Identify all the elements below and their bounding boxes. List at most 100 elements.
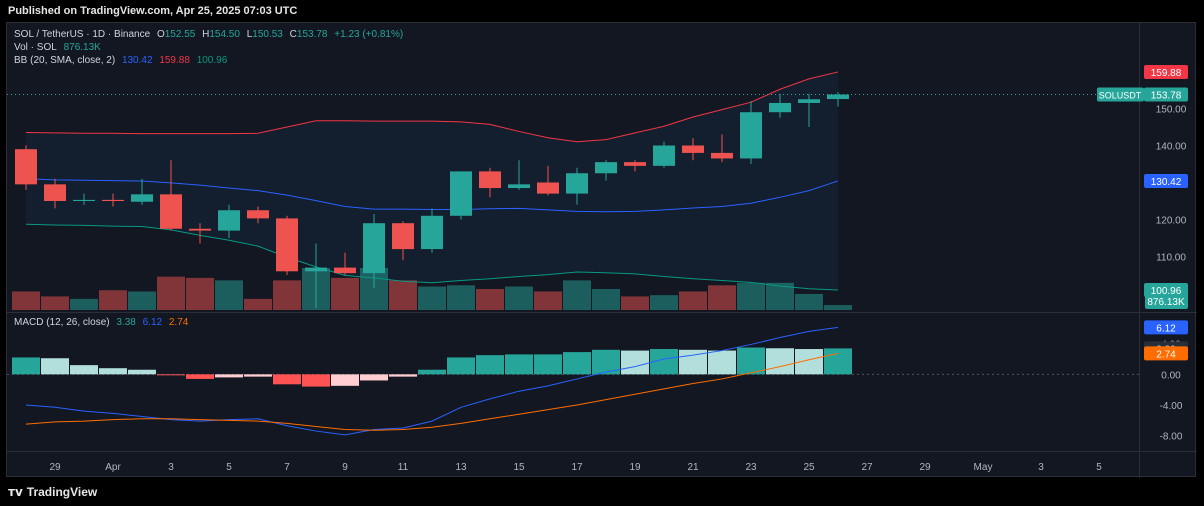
candle bbox=[421, 208, 443, 253]
time-tick-label: 29 bbox=[49, 462, 61, 473]
volume-bar bbox=[99, 290, 127, 310]
volume-bar bbox=[505, 286, 533, 310]
candle-body bbox=[218, 210, 240, 231]
bb-basis-badge: 130.42 bbox=[1151, 177, 1182, 188]
time-tick-label: 15 bbox=[513, 462, 525, 473]
tv-logo-text: TradingView bbox=[26, 485, 98, 499]
volume-bar bbox=[476, 289, 504, 310]
candle bbox=[740, 101, 762, 164]
macd-histogram-bar bbox=[621, 350, 649, 375]
time-tick-label: Apr bbox=[105, 462, 121, 473]
bb-legend: BB (20, SMA, close, 2) 130.42 159.88 100… bbox=[14, 55, 231, 66]
candle bbox=[624, 160, 646, 172]
candle bbox=[218, 204, 240, 238]
candle bbox=[102, 193, 124, 207]
candle bbox=[305, 243, 327, 309]
candle-body bbox=[653, 145, 675, 166]
macd-histogram-bar bbox=[331, 374, 359, 386]
candle-body bbox=[392, 223, 414, 250]
time-tick-label: May bbox=[974, 462, 993, 473]
candle-body bbox=[740, 112, 762, 159]
time-tick-label: 25 bbox=[803, 462, 815, 473]
volume-bar bbox=[331, 277, 359, 310]
chart-frame[interactable]: 150.00 140.00 13 0.00 120.00 110.00 29 Apr 3 5 7 9 1… bbox=[6, 22, 1197, 478]
time-tick-label: 21 bbox=[687, 462, 699, 473]
last-price-badge: 153.78 bbox=[1151, 91, 1182, 102]
time-tick-label: 3 bbox=[1038, 462, 1044, 473]
price-tick-label: 120.00 bbox=[1156, 216, 1187, 227]
candle-body bbox=[73, 199, 95, 201]
candle bbox=[15, 145, 37, 190]
candle-body bbox=[479, 171, 501, 189]
high-value: 154.50 bbox=[209, 29, 240, 40]
price-tick-label: 110.00 bbox=[1156, 253, 1186, 264]
volume-legend: Vol · SOL 876.13K bbox=[14, 42, 105, 53]
candle bbox=[682, 138, 704, 161]
macd-tick-label: -4.00 bbox=[1160, 401, 1183, 412]
bb-upper-line bbox=[25, 71, 839, 143]
macd-hist-value: 3.38 bbox=[116, 317, 136, 328]
candle-body bbox=[102, 199, 124, 201]
symbol-legend: SOL / TetherUS · 1D · Binance O152.55 H1… bbox=[14, 29, 407, 40]
bb-upper-value: 159.88 bbox=[159, 55, 190, 66]
bb-lower-badge-bg bbox=[1144, 282, 1188, 297]
time-tick-label: 5 bbox=[1096, 462, 1102, 473]
volume-bar bbox=[650, 295, 678, 310]
candle-body bbox=[827, 94, 849, 100]
bb-lower-badge: 100.96 bbox=[1151, 286, 1182, 297]
macd-histogram-bar bbox=[418, 369, 446, 375]
macd-histogram-bar bbox=[505, 354, 533, 375]
time-tick-label: 5 bbox=[226, 462, 232, 473]
close-label: C bbox=[289, 29, 297, 40]
volume-bar bbox=[737, 282, 765, 310]
candle bbox=[769, 93, 791, 118]
tradingview-logo[interactable]: ᴛᴠ TradingView bbox=[8, 485, 97, 499]
candle-body bbox=[508, 184, 530, 189]
volume-bar bbox=[186, 277, 214, 310]
candle bbox=[131, 178, 153, 205]
candle bbox=[798, 93, 820, 127]
low-value: 150.53 bbox=[252, 29, 283, 40]
candle bbox=[595, 160, 617, 181]
macd-histogram-bar bbox=[824, 348, 852, 375]
symbol-title: SOL / TetherUS · 1D · Binance bbox=[14, 29, 151, 40]
bb-basis-badge-bg bbox=[1144, 173, 1188, 188]
macd-histogram-bar bbox=[737, 347, 765, 375]
macd-label: MACD (12, 26, close) bbox=[14, 317, 110, 328]
volume-bar bbox=[592, 289, 620, 310]
macd-histogram-bar bbox=[99, 368, 127, 375]
candle bbox=[392, 221, 414, 261]
time-tick-label: 19 bbox=[629, 462, 641, 473]
candle-body bbox=[44, 184, 66, 201]
volume-bar bbox=[273, 280, 301, 310]
macd-histogram-bar bbox=[360, 374, 388, 381]
macd-histogram-bar bbox=[70, 365, 98, 375]
time-tick-label: 13 bbox=[455, 462, 467, 473]
macd-line-value: 6.12 bbox=[142, 317, 163, 328]
candle-body bbox=[450, 171, 472, 216]
macd-histogram-bar bbox=[708, 350, 736, 375]
macd-tick-label: -8.00 bbox=[1160, 432, 1183, 443]
open-label: O bbox=[156, 29, 165, 40]
candle-body bbox=[711, 152, 733, 159]
macd-legend: MACD (12, 26, close) 3.38 6.12 2.74 bbox=[14, 317, 192, 328]
candle-body bbox=[334, 267, 356, 274]
volume-bar bbox=[389, 280, 417, 310]
volume-badge: 876.13K bbox=[1147, 297, 1185, 308]
chart-canvas[interactable]: 150.00 140.00 13 0.00 120.00 110.00 29 Apr 3 5 7 9 1… bbox=[7, 23, 1197, 478]
last-price-badge-bg bbox=[1144, 87, 1188, 102]
volume-badge-bg bbox=[1145, 295, 1188, 309]
time-tick-label: 17 bbox=[571, 462, 583, 473]
macd-signal-value: 2.74 bbox=[168, 317, 189, 328]
candle bbox=[44, 178, 66, 209]
macd-signal-badge: 2.74 bbox=[1156, 349, 1176, 360]
candle bbox=[479, 167, 501, 198]
candle-body bbox=[682, 145, 704, 153]
volume-bar bbox=[41, 296, 69, 310]
candle-body bbox=[247, 210, 269, 219]
volume-bar bbox=[215, 280, 243, 310]
price-tick-label: 150.00 bbox=[1156, 105, 1187, 116]
macd-histogram-bar bbox=[766, 348, 794, 375]
time-tick-label: 23 bbox=[745, 462, 757, 473]
volume-bar bbox=[534, 291, 562, 310]
